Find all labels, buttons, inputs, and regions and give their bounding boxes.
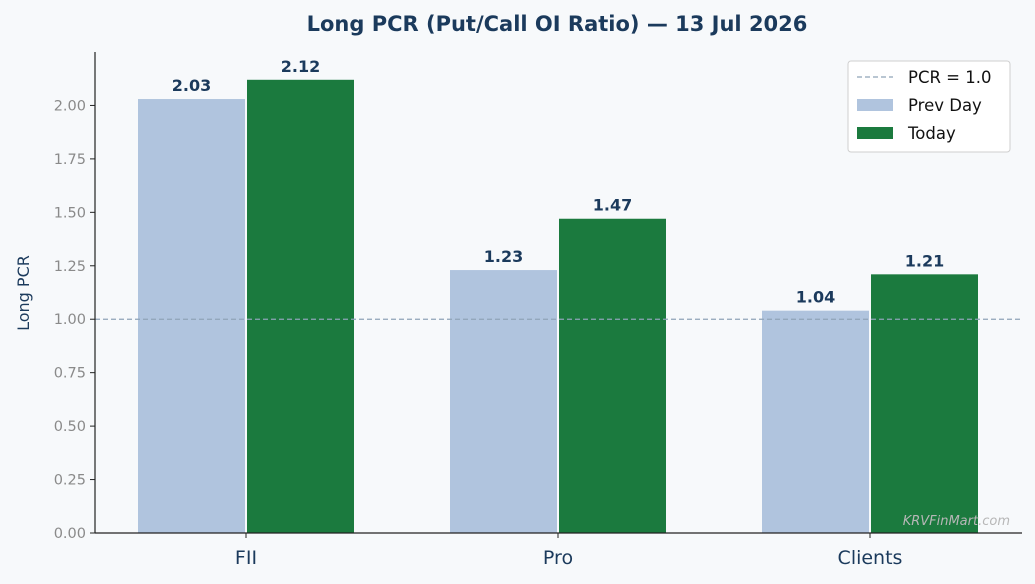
legend-label-prev-day: Prev Day bbox=[908, 96, 982, 115]
y-tick-label: 0.25 bbox=[54, 473, 86, 489]
y-tick-label: 1.75 bbox=[54, 152, 86, 168]
y-axis-label: Long PCR bbox=[14, 255, 33, 331]
plot-area: 2.03 2.12 FII 1.23 1.47 Pro 1.04 1.21 Clients 0.0… bbox=[54, 52, 1022, 569]
y-tick-label: 0.75 bbox=[54, 366, 86, 382]
y-tick-label: 0.00 bbox=[54, 526, 86, 542]
data-label-pro-prev-day: 1.23 bbox=[484, 247, 523, 266]
bar-clients-today bbox=[871, 274, 978, 533]
bar-fii-prev-day bbox=[138, 99, 245, 533]
legend-swatch-prev-day bbox=[857, 99, 893, 111]
data-label-fii-prev-day: 2.03 bbox=[172, 76, 211, 95]
y-tick-label: 0.50 bbox=[54, 419, 86, 435]
x-tick-label: Clients bbox=[838, 547, 903, 569]
data-label-fii-today: 2.12 bbox=[281, 57, 320, 76]
legend-swatch-today bbox=[857, 127, 893, 139]
watermark-text: KRVFinMart.com bbox=[903, 514, 1010, 529]
data-label-clients-prev-day: 1.04 bbox=[796, 288, 835, 307]
data-label-clients-today: 1.21 bbox=[905, 251, 944, 270]
bar-pro-prev-day bbox=[450, 270, 557, 533]
legend: PCR = 1.0 Prev Day Today bbox=[847, 60, 1011, 153]
y-tick-label: 2.00 bbox=[54, 98, 86, 114]
y-tick-label: 1.00 bbox=[54, 312, 86, 328]
bar-fii-today bbox=[247, 79, 354, 534]
legend-label-reference: PCR = 1.0 bbox=[908, 68, 992, 87]
x-tick-label: Pro bbox=[543, 547, 573, 569]
bar-pro-today bbox=[559, 218, 666, 533]
bar-clients-prev-day bbox=[762, 310, 869, 533]
legend-label-today: Today bbox=[907, 124, 956, 143]
x-tick-label: FII bbox=[235, 547, 257, 569]
y-tick-label: 1.25 bbox=[54, 259, 86, 275]
chart-title: Long PCR (Put/Call OI Ratio) — 13 Jul 20… bbox=[307, 12, 808, 36]
y-tick-label: 1.50 bbox=[54, 205, 86, 221]
data-label-pro-today: 1.47 bbox=[593, 196, 632, 215]
